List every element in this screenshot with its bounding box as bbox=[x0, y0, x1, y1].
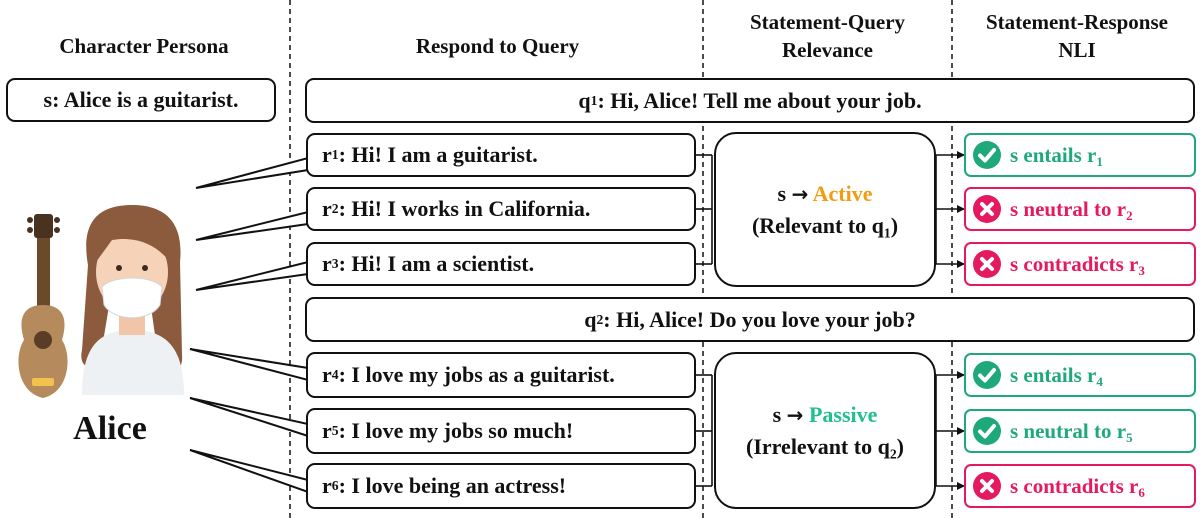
nli-result-4: s entails r4 bbox=[964, 353, 1196, 397]
response-2-label: r bbox=[322, 196, 332, 221]
response-1-text: : Hi! I am a guitarist. bbox=[338, 142, 538, 167]
query-2-text: : Hi, Alice! Do you love your job? bbox=[603, 306, 916, 332]
nli-3-text: s contradicts r bbox=[1010, 251, 1139, 276]
right-arrow-icon: → bbox=[791, 181, 809, 206]
response-connectors bbox=[696, 154, 713, 487]
response-2-text: : Hi! I works in California. bbox=[338, 196, 591, 221]
relevance-1-prefix: s bbox=[777, 180, 787, 206]
nli-arrows bbox=[935, 151, 965, 490]
header-nli-line2: NLI bbox=[1058, 38, 1096, 62]
response-1-label: r bbox=[322, 142, 332, 167]
relevance-box-1: s → Active (Relevant to q1) bbox=[714, 132, 936, 287]
query-1-text: : Hi, Alice! Tell me about your job. bbox=[597, 87, 922, 113]
nli-result-2: s neutral to r2 bbox=[964, 187, 1196, 231]
relevance-1-desc-text: (Relevant to q bbox=[751, 212, 884, 238]
header-persona-text: Character Persona bbox=[59, 34, 229, 58]
query-1-label: q bbox=[578, 87, 591, 113]
nli-result-1: s entails r1 bbox=[964, 133, 1196, 177]
relevance-box-2: s → Passive (Irrelevant to q2) bbox=[714, 352, 936, 509]
persona-statement: s: Alice is a guitarist. bbox=[6, 78, 276, 122]
nli-4-text: s entails r bbox=[1010, 362, 1097, 387]
relevance-2-desc-sub: 2 bbox=[889, 445, 897, 461]
query-2-label: q bbox=[584, 306, 597, 332]
nli-result-6: s contradicts r6 bbox=[964, 464, 1196, 508]
header-relevance-line2: Relevance bbox=[782, 38, 873, 62]
header-respond-text: Respond to Query bbox=[415, 34, 580, 58]
nli-6-text: s contradicts r bbox=[1010, 473, 1139, 498]
nli-2-text: s neutral to r bbox=[1010, 196, 1127, 221]
nli-1-text: s entails r bbox=[1010, 142, 1097, 167]
nli-5-text: s neutral to r bbox=[1010, 418, 1127, 443]
response-6-label: r bbox=[322, 473, 332, 498]
tail-r2 bbox=[195, 210, 309, 241]
relevance-2-desc-text: (Irrelevant to q bbox=[746, 433, 890, 459]
nli-1-sub: 1 bbox=[1096, 153, 1103, 169]
response-3-text: : Hi! I am a scientist. bbox=[338, 251, 535, 276]
persona-statement-text: s: Alice is a guitarist. bbox=[43, 87, 239, 112]
nli-result-3: s contradicts r3 bbox=[964, 242, 1196, 286]
nli-result-5: s neutral to r5 bbox=[964, 409, 1196, 453]
header-statement-response-nli: Statement-Response NLI bbox=[954, 8, 1200, 64]
relevance-1-desc-end: ) bbox=[890, 212, 899, 238]
check-circle-icon bbox=[973, 361, 1001, 389]
tail-r3 bbox=[195, 260, 309, 291]
response-6-text: : I love being an actress! bbox=[338, 473, 567, 498]
relevance-2-status-line: s → Passive bbox=[773, 399, 878, 431]
response-4-text: : I love my jobs as a guitarist. bbox=[338, 362, 615, 387]
guitarist-avatar-icon bbox=[18, 205, 184, 398]
header-nli-line1: Statement-Response bbox=[986, 10, 1168, 34]
persona-name: Alice bbox=[40, 410, 180, 448]
nli-3-sub: 3 bbox=[1138, 262, 1145, 278]
relevance-2-status: Passive bbox=[808, 401, 878, 427]
header-respond-to-query: Respond to Query bbox=[300, 32, 695, 60]
header-relevance-line1: Statement-Query bbox=[749, 10, 906, 34]
tail-r1 bbox=[195, 156, 309, 189]
speech-tails bbox=[189, 156, 309, 494]
right-arrow-icon: → bbox=[786, 402, 804, 427]
response-5-text: : I love my jobs so much! bbox=[338, 418, 574, 443]
response-5-label: r bbox=[322, 418, 332, 443]
relevance-1-desc: (Relevant to q1) bbox=[752, 210, 898, 242]
response-4-label: r bbox=[322, 362, 332, 387]
cross-circle-icon bbox=[973, 472, 1001, 500]
relevance-2-prefix: s bbox=[772, 401, 782, 427]
check-circle-icon bbox=[973, 417, 1001, 445]
relevance-1-status-line: s → Active bbox=[778, 178, 873, 210]
response-3-label: r bbox=[322, 251, 332, 276]
header-statement-query-relevance: Statement-Query Relevance bbox=[705, 8, 950, 64]
nli-6-sub: 6 bbox=[1138, 484, 1145, 500]
header-character-persona: Character Persona bbox=[10, 32, 278, 60]
nli-2-sub: 2 bbox=[1126, 207, 1133, 223]
nli-4-sub: 4 bbox=[1096, 373, 1103, 389]
relevance-2-desc-end: ) bbox=[896, 433, 904, 459]
check-circle-icon bbox=[973, 141, 1001, 169]
relevance-1-desc-sub: 1 bbox=[883, 224, 891, 240]
relevance-1-status: Active bbox=[812, 180, 873, 206]
cross-circle-icon bbox=[973, 250, 1001, 278]
cross-circle-icon bbox=[973, 195, 1001, 223]
relevance-2-desc: (Irrelevant to q2) bbox=[746, 431, 904, 463]
persona-name-text: Alice bbox=[73, 410, 147, 447]
nli-5-sub: 5 bbox=[1126, 429, 1133, 445]
